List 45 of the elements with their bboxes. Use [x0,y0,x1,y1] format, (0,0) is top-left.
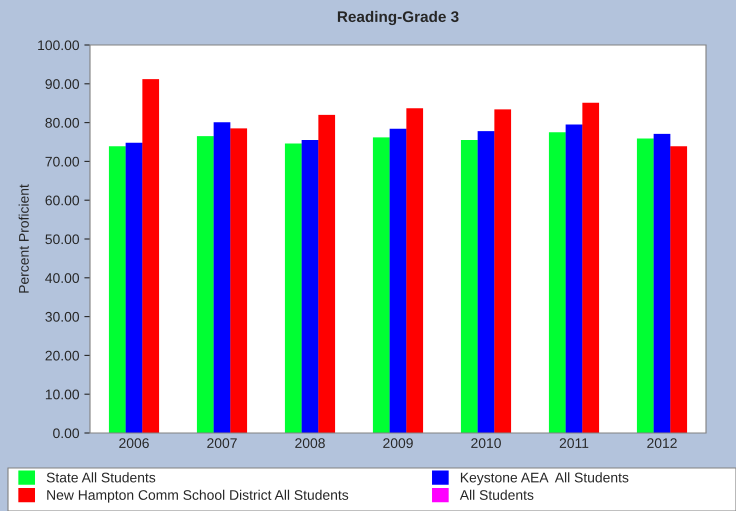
bar [302,140,318,433]
legend-label: New Hampton Comm School District All Students [47,490,348,503]
bar [372,137,390,433]
bar [548,132,566,433]
bar [284,144,302,433]
x-tick-label: 2009 [383,438,413,448]
bar [214,122,230,433]
bar [318,114,336,433]
bar [478,131,494,433]
x-tick-label: 2012 [647,438,677,448]
y-tick-label: 10.00 [46,390,80,400]
y-tick-label: 50.00 [45,234,80,244]
bar [142,79,160,433]
y-tick-label: 0.00 [53,428,80,438]
bar [196,136,214,433]
x-tick-label: 2006 [119,438,149,448]
chart-title: Reading-Grade 3 [338,10,459,26]
legend-label: All Students [460,490,534,500]
bar [126,142,142,433]
legend-label: State All Students [46,472,156,482]
bar [566,124,582,433]
y-tick-label: 70.00 [46,156,80,167]
bar [636,138,654,433]
legend-label: Keystone AEA All Students [460,472,628,486]
bar [460,140,478,433]
bar [494,109,512,433]
y-tick-label: 40.00 [45,273,80,283]
y-tick-label: 60.00 [46,196,80,206]
bar [390,128,406,433]
bar [108,146,126,433]
y-tick-label: 100.00 [38,40,80,50]
x-tick-label: 2010 [471,438,501,448]
y-tick-label: 30.00 [45,312,80,322]
y-tick-label: 20.00 [46,350,80,361]
y-tick-label: 80.00 [45,118,80,128]
y-axis-title: Percent Proficient [18,184,29,293]
bar [406,108,424,433]
x-tick-label: 2011 [560,438,588,448]
y-tick-label: 90.00 [45,79,80,89]
bar [230,128,248,433]
bar [670,146,688,433]
bar [582,102,600,433]
x-tick-label: 2007 [207,438,237,448]
x-tick-label: 2008 [295,438,325,448]
bar [654,134,670,433]
